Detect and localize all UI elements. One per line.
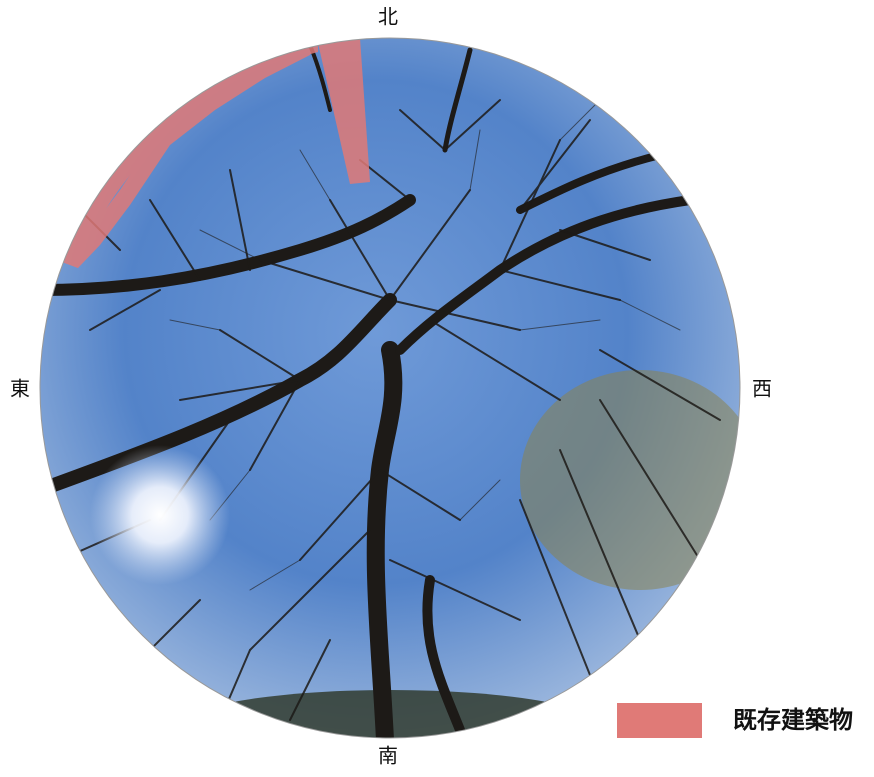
west-label: 西 — [752, 377, 772, 401]
legend-label: 既存建築物 — [733, 706, 853, 734]
building-overlay — [62, 38, 370, 268]
photo-border — [39, 37, 741, 739]
east-label: 東 — [10, 377, 30, 401]
south-label: 南 — [378, 744, 398, 768]
north-label: 北 — [378, 5, 398, 29]
fisheye-photo — [40, 38, 740, 738]
legend-swatch — [617, 703, 702, 738]
